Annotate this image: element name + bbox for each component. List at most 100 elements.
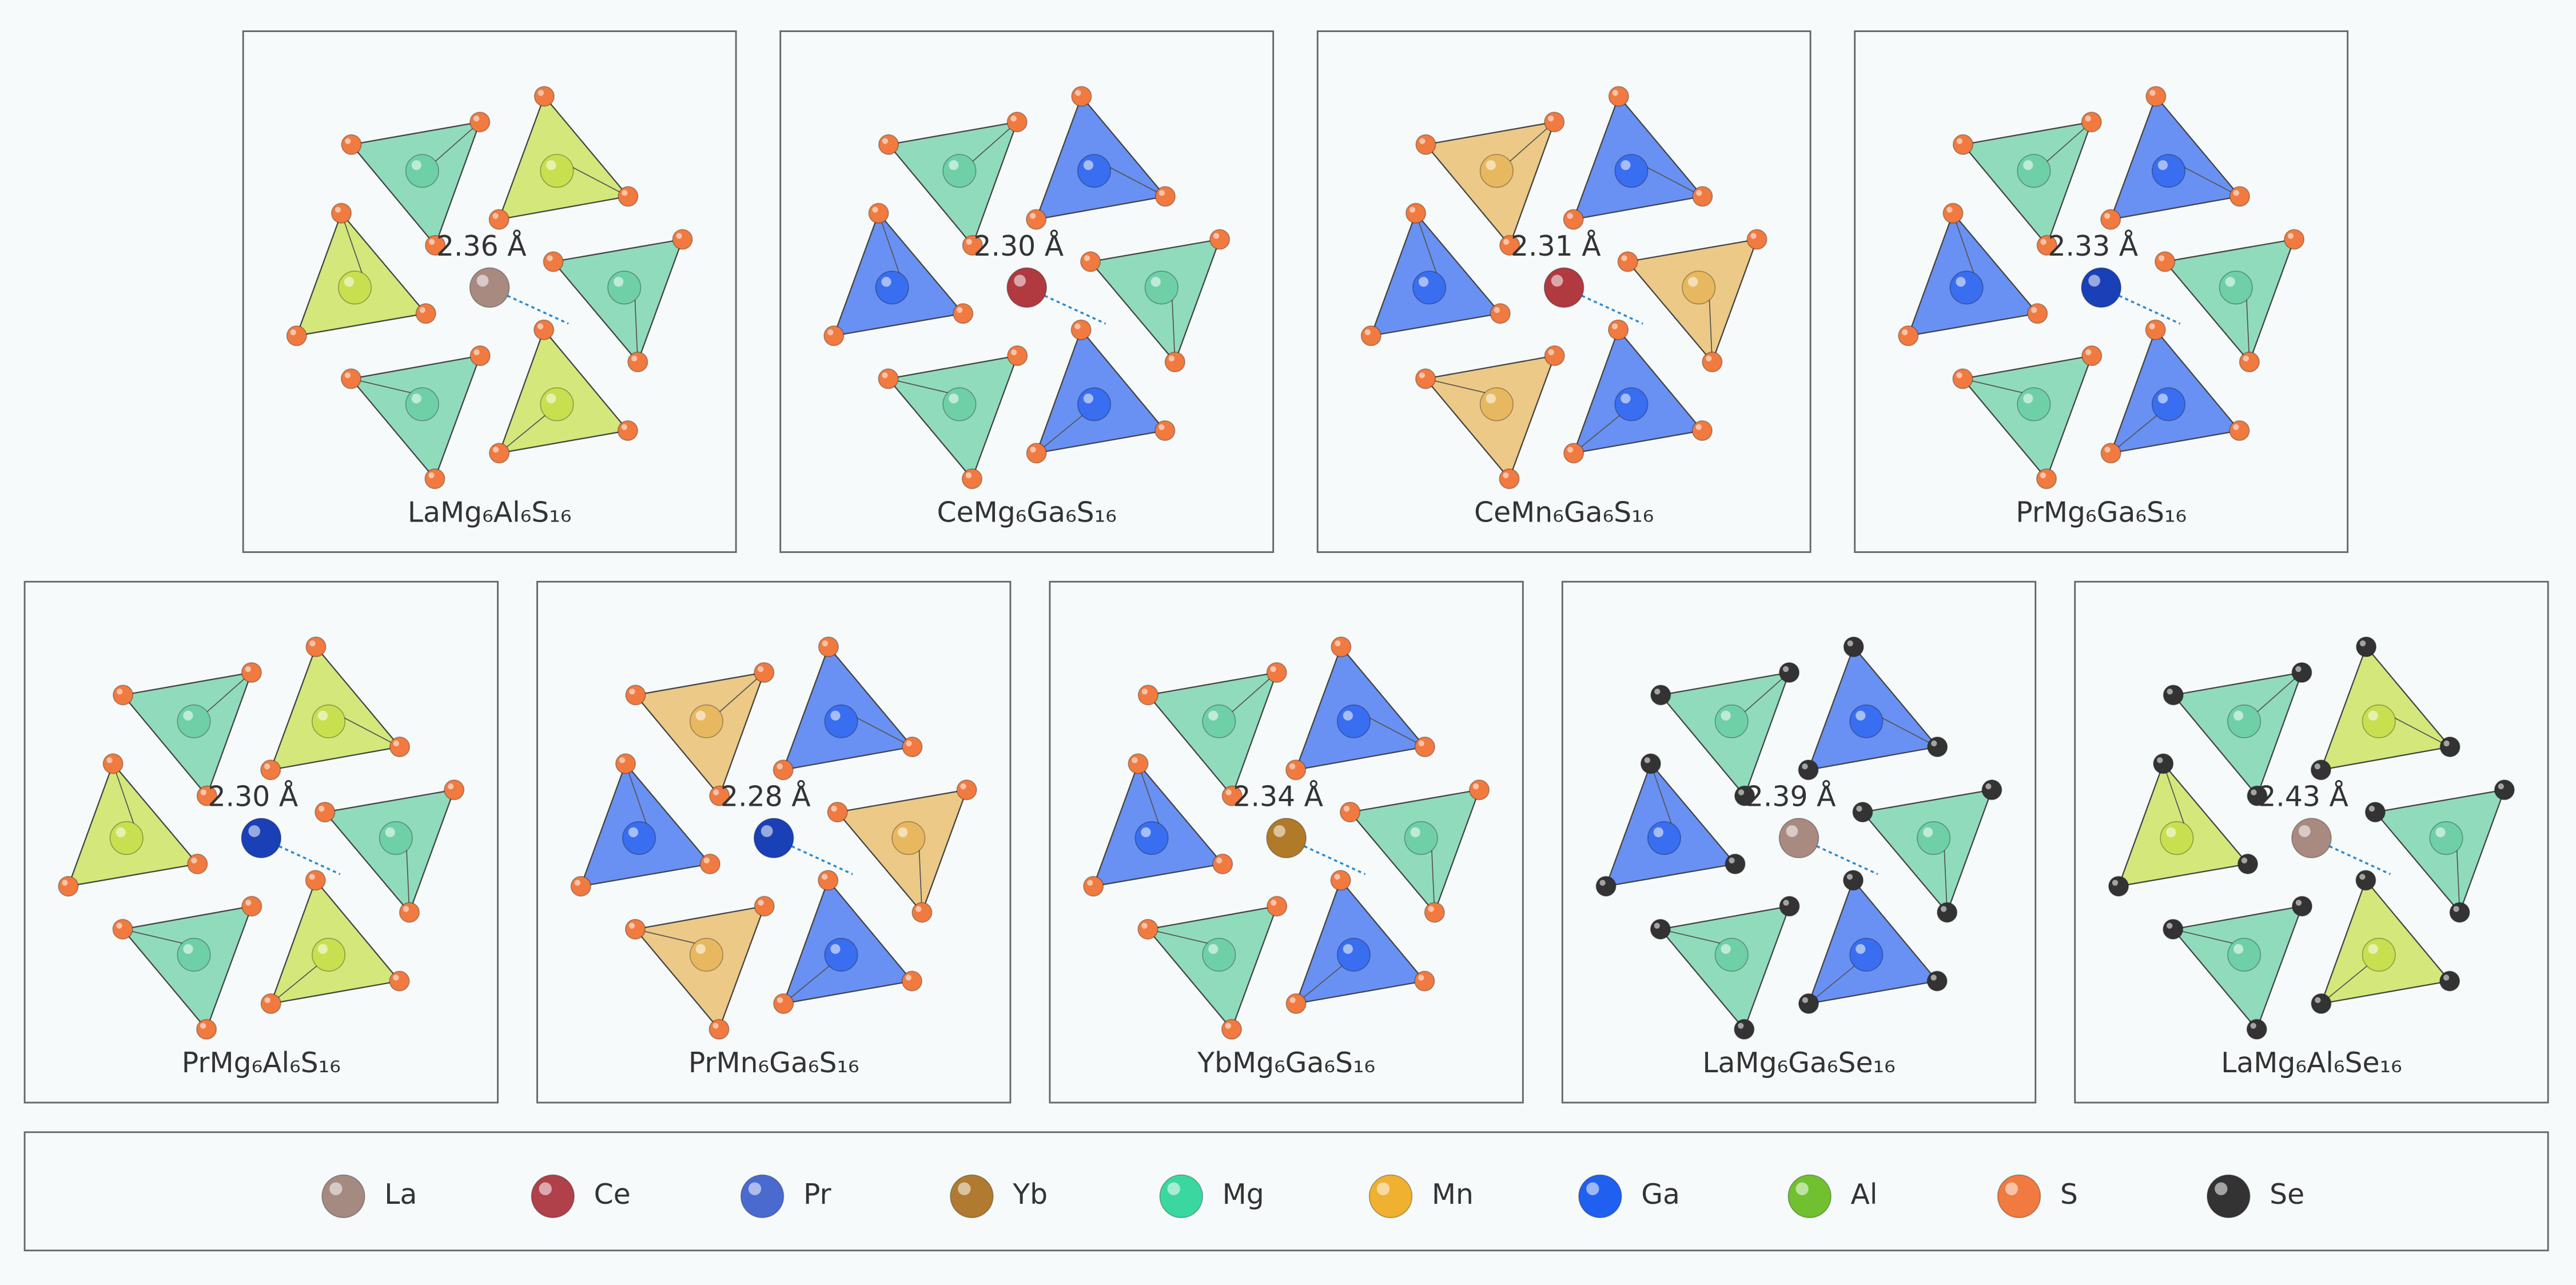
anion-atom: [1746, 229, 1767, 250]
anion-atom: [625, 685, 646, 706]
anion-atom: [1080, 251, 1101, 272]
tetrahedron-edge: [2178, 164, 2240, 197]
anion-atom: [340, 368, 362, 389]
anion-atom-highlight: [1985, 783, 1992, 790]
metal-atom: [1077, 154, 1112, 188]
anion-atom: [2364, 802, 2386, 823]
tetrahedron-edge: [1506, 121, 1555, 165]
legend-swatch-highlight: [1167, 1182, 1180, 1195]
anion-atom-highlight: [1409, 206, 1416, 213]
center-atom: [1543, 267, 1584, 308]
anion-atom: [2291, 662, 2312, 683]
anion-atom-highlight: [915, 906, 922, 912]
anion-atom-highlight: [1216, 857, 1223, 864]
tetrahedron-edge: [203, 672, 252, 715]
anion-atom-highlight: [1334, 874, 1340, 880]
anion-atom-highlight: [492, 213, 499, 219]
anion-atom-highlight: [1419, 372, 1426, 379]
anion-atom-highlight: [1654, 922, 1660, 929]
anion-atom-highlight: [393, 740, 400, 747]
anion-atom-highlight: [2251, 789, 2257, 795]
anion-atom: [823, 325, 845, 347]
anion-atom: [570, 876, 591, 897]
tetrahedron-edge: [341, 213, 365, 281]
center-atom: [1006, 267, 1048, 308]
anion-atom-highlight: [2233, 190, 2240, 196]
anion-atom: [1692, 186, 1713, 207]
anion-atom-highlight: [2112, 880, 2119, 886]
panel-box: [1854, 30, 2349, 553]
anion-atom-highlight: [403, 906, 409, 912]
anion-atom: [241, 896, 262, 917]
anion-atom-highlight: [2315, 997, 2321, 1004]
metal-atom-highlight: [411, 393, 421, 404]
anion-atom: [754, 896, 775, 917]
anion-atom: [827, 802, 848, 823]
metal-atom-highlight: [1418, 277, 1429, 287]
anion-atom-highlight: [1213, 233, 1220, 239]
anion-atom: [314, 802, 336, 823]
anion-atom-highlight: [621, 424, 628, 431]
metal-atom: [1202, 704, 1236, 738]
metal-atom-highlight: [2157, 160, 2168, 170]
metal-atom-highlight: [949, 393, 959, 404]
anion-atom: [389, 736, 411, 758]
metal-atom-highlight: [949, 160, 959, 170]
anion-atom-highlight: [1956, 138, 1963, 144]
anion-atom: [1779, 896, 1800, 917]
legend-swatch: [531, 1174, 575, 1219]
anion-atom: [469, 112, 491, 133]
metal-atom-highlight: [2023, 160, 2033, 170]
metal-atom: [1336, 937, 1371, 972]
anion-atom-highlight: [290, 329, 296, 336]
center-atom: [469, 267, 510, 308]
anion-atom: [415, 303, 436, 324]
anion-atom-highlight: [2443, 740, 2450, 747]
anion-atom: [2100, 209, 2121, 230]
anion-atom-highlight: [1802, 763, 1808, 770]
anion-atom: [1285, 993, 1307, 1015]
metal-atom-highlight: [183, 944, 193, 954]
formula-label: PrMg₆Al₆S₁₆: [182, 1047, 341, 1079]
legend-swatch-highlight: [2005, 1182, 2018, 1195]
anion-atom-highlight: [2149, 323, 2155, 329]
anion-atom: [868, 202, 889, 224]
metal-atom-highlight: [546, 160, 556, 170]
metal-atom: [1949, 270, 1984, 305]
anion-atom-highlight: [2085, 349, 2092, 356]
anion-atom: [543, 251, 564, 272]
panel-box: [536, 580, 1012, 1104]
anion-atom-highlight: [1010, 116, 1017, 122]
anion-atom-highlight: [116, 689, 123, 695]
metal-atom: [2160, 821, 2194, 856]
metal-atom: [405, 154, 439, 188]
metal-atom: [177, 937, 211, 972]
anion-atom-highlight: [1225, 1023, 1232, 1029]
legend-swatch: [950, 1174, 994, 1219]
anion-atom-highlight: [1750, 233, 1757, 239]
legend-label: Mn: [1432, 1178, 1474, 1211]
anion-atom-highlight: [777, 997, 783, 1004]
anion-atom-highlight: [2250, 1023, 2256, 1029]
formula-label: YbMg₆Ga₆S₁₆: [1197, 1047, 1375, 1079]
metal-atom: [1336, 704, 1371, 738]
anion-atom-highlight: [547, 255, 553, 261]
anion-atom-highlight: [200, 789, 206, 795]
anion-atom-highlight: [191, 857, 197, 864]
panel-box: [1316, 30, 1811, 553]
anion-atom: [1608, 86, 1629, 107]
tetrahedron-edge: [1876, 714, 1938, 747]
legend-swatch-highlight: [1795, 1182, 1809, 1195]
metal-atom: [540, 154, 574, 188]
metal-atom: [2151, 154, 2186, 188]
legend-swatch-highlight: [539, 1182, 552, 1195]
anion-atom-highlight: [1706, 355, 1712, 362]
metal-atom-highlight: [1410, 827, 1420, 837]
anion-atom: [1650, 918, 1671, 940]
anion-atom: [1330, 870, 1351, 891]
anion-atom: [2439, 970, 2460, 992]
anion-atom-highlight: [1335, 640, 1341, 647]
tetrahedron-edge: [1741, 672, 1790, 715]
anion-atom-highlight: [2287, 233, 2294, 239]
